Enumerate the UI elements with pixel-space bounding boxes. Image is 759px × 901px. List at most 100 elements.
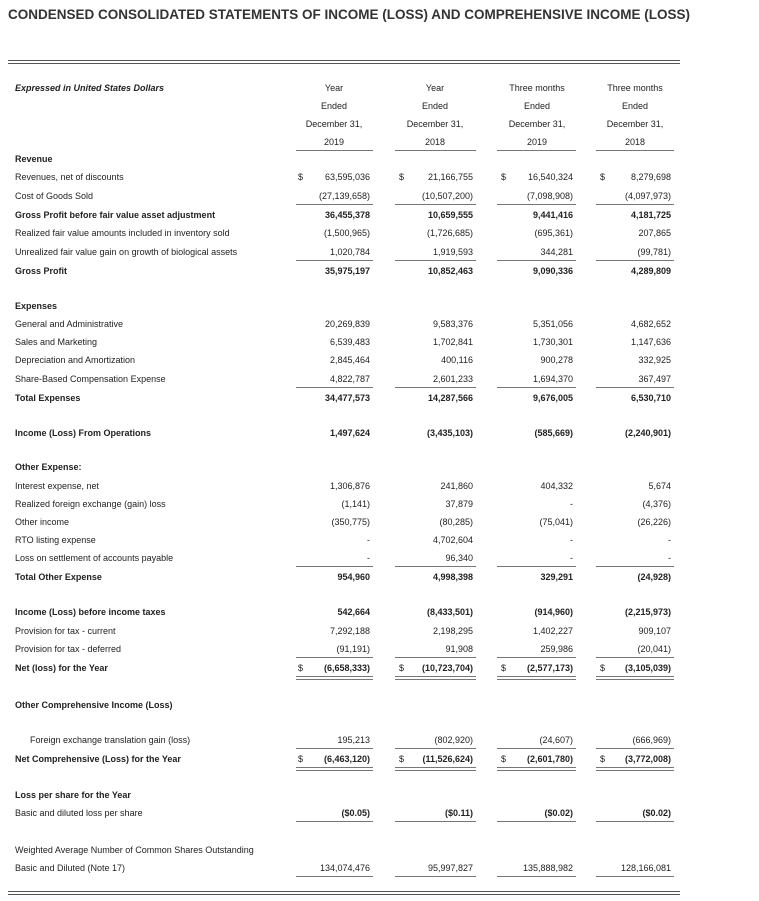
cell-value: ($0.02)	[544, 808, 573, 818]
double-underline	[497, 767, 576, 768]
cell-value: (3,772,008)	[624, 754, 671, 764]
cell-underline	[596, 876, 674, 877]
double-underline	[395, 676, 476, 677]
cell-value: 135,888,982	[522, 863, 573, 873]
cell-value: (2,240,901)	[624, 428, 671, 438]
cell-value: 404,332	[540, 481, 573, 491]
column-header: Year	[425, 83, 445, 93]
cell-value: (914,960)	[534, 607, 573, 617]
double-underline	[596, 679, 674, 680]
cell-underline	[497, 260, 576, 261]
row-label: Other income	[15, 517, 70, 527]
cell-value: -	[570, 499, 573, 509]
cell-value: 14,287,566	[427, 393, 473, 403]
cell-value: (24,928)	[637, 572, 671, 582]
currency-sign: $	[600, 663, 606, 673]
cell-value: 91,908	[445, 644, 473, 654]
cell-value: (91,191)	[336, 644, 370, 654]
cell-underline	[296, 204, 373, 205]
row-label: Revenue	[15, 154, 53, 164]
row-label: Total Expenses	[15, 393, 81, 403]
column-header: 2018	[624, 137, 646, 147]
row-label: Loss on settlement of accounts payable	[15, 553, 174, 563]
cell-value: (99,781)	[637, 247, 671, 257]
column-header: December 31,	[305, 119, 363, 129]
row-label: General and Administrative	[15, 319, 124, 329]
top-rule	[8, 60, 680, 61]
cell-value: 1,147,636	[630, 337, 671, 347]
cell-underline	[395, 260, 476, 261]
currency-sign: $	[501, 172, 507, 182]
cell-underline	[497, 657, 576, 658]
cell-value: 35,975,197	[324, 266, 370, 276]
cell-value: 4,682,652	[630, 319, 671, 329]
cell-underline	[596, 748, 674, 749]
cell-value: 2,845,464	[329, 355, 370, 365]
top-rule	[8, 63, 680, 64]
cell-value: 367,497	[638, 374, 671, 384]
cell-value: (10,507,200)	[421, 191, 473, 201]
cell-underline	[395, 748, 476, 749]
cell-underline	[296, 876, 373, 877]
row-label: Other Comprehensive Income (Loss)	[15, 700, 173, 710]
cell-value: 4,822,787	[329, 374, 370, 384]
cell-value: 95,997,827	[427, 863, 473, 873]
double-underline	[296, 676, 373, 677]
cell-value: 542,664	[337, 607, 370, 617]
column-header: Ended	[621, 101, 649, 111]
row-label: Provision for tax - deferred	[15, 644, 122, 654]
cell-underline	[395, 204, 476, 205]
cell-value: 259,986	[540, 644, 573, 654]
cell-value: (24,607)	[539, 735, 573, 745]
cell-value: 96,340	[445, 553, 473, 563]
double-underline	[497, 676, 576, 677]
cell-value: (585,669)	[534, 428, 573, 438]
cell-value: (666,969)	[632, 735, 671, 745]
cell-underline	[596, 657, 674, 658]
cell-value: 5,674	[648, 481, 671, 491]
cell-underline	[497, 566, 576, 567]
row-label: Foreign exchange translation gain (loss)	[30, 735, 191, 745]
cell-underline	[497, 876, 576, 877]
row-label: Unrealized fair value gain on growth of …	[15, 247, 238, 257]
double-underline	[395, 770, 476, 771]
cell-value: (6,463,120)	[323, 754, 370, 764]
currency-sign: $	[501, 663, 507, 673]
cell-value: 1,919,593	[432, 247, 473, 257]
cell-value: 7,292,188	[329, 626, 370, 636]
cell-underline	[596, 204, 674, 205]
row-label: Realized foreign exchange (gain) loss	[15, 499, 166, 509]
cell-value: 207,865	[638, 228, 671, 238]
row-label: Basic and diluted loss per share	[15, 808, 143, 818]
column-header: Three months	[607, 83, 663, 93]
cell-value: 909,107	[638, 626, 671, 636]
cell-value: (7,098,908)	[526, 191, 573, 201]
cell-value: 37,879	[445, 499, 473, 509]
cell-value: ($0.02)	[642, 808, 671, 818]
currency-sign: $	[298, 663, 304, 673]
column-header: 2019	[323, 137, 345, 147]
currency-sign: $	[298, 172, 304, 182]
cell-underline	[497, 204, 576, 205]
cell-value: 128,166,081	[620, 863, 671, 873]
cell-value: (26,226)	[637, 517, 671, 527]
row-label: Share-Based Compensation Expense	[15, 374, 166, 384]
cell-value: -	[367, 535, 370, 545]
row-label: Realized fair value amounts included in …	[15, 228, 230, 238]
double-underline	[497, 770, 576, 771]
currency-sign: $	[399, 754, 405, 764]
cell-underline	[596, 260, 674, 261]
cell-value: (6,658,333)	[323, 663, 370, 673]
column-header: Ended	[320, 101, 348, 111]
column-header: December 31,	[508, 119, 566, 129]
currency-sign: $	[600, 754, 606, 764]
cell-value: (695,361)	[534, 228, 573, 238]
cell-underline	[296, 821, 373, 822]
row-label: Income (Loss) before income taxes	[15, 607, 166, 617]
cell-value: (2,577,173)	[526, 663, 573, 673]
cell-value: 63,595,036	[324, 172, 370, 182]
cell-underline	[497, 748, 576, 749]
cell-value: 1,020,784	[329, 247, 370, 257]
double-underline	[596, 767, 674, 768]
cell-value: (3,105,039)	[624, 663, 671, 673]
